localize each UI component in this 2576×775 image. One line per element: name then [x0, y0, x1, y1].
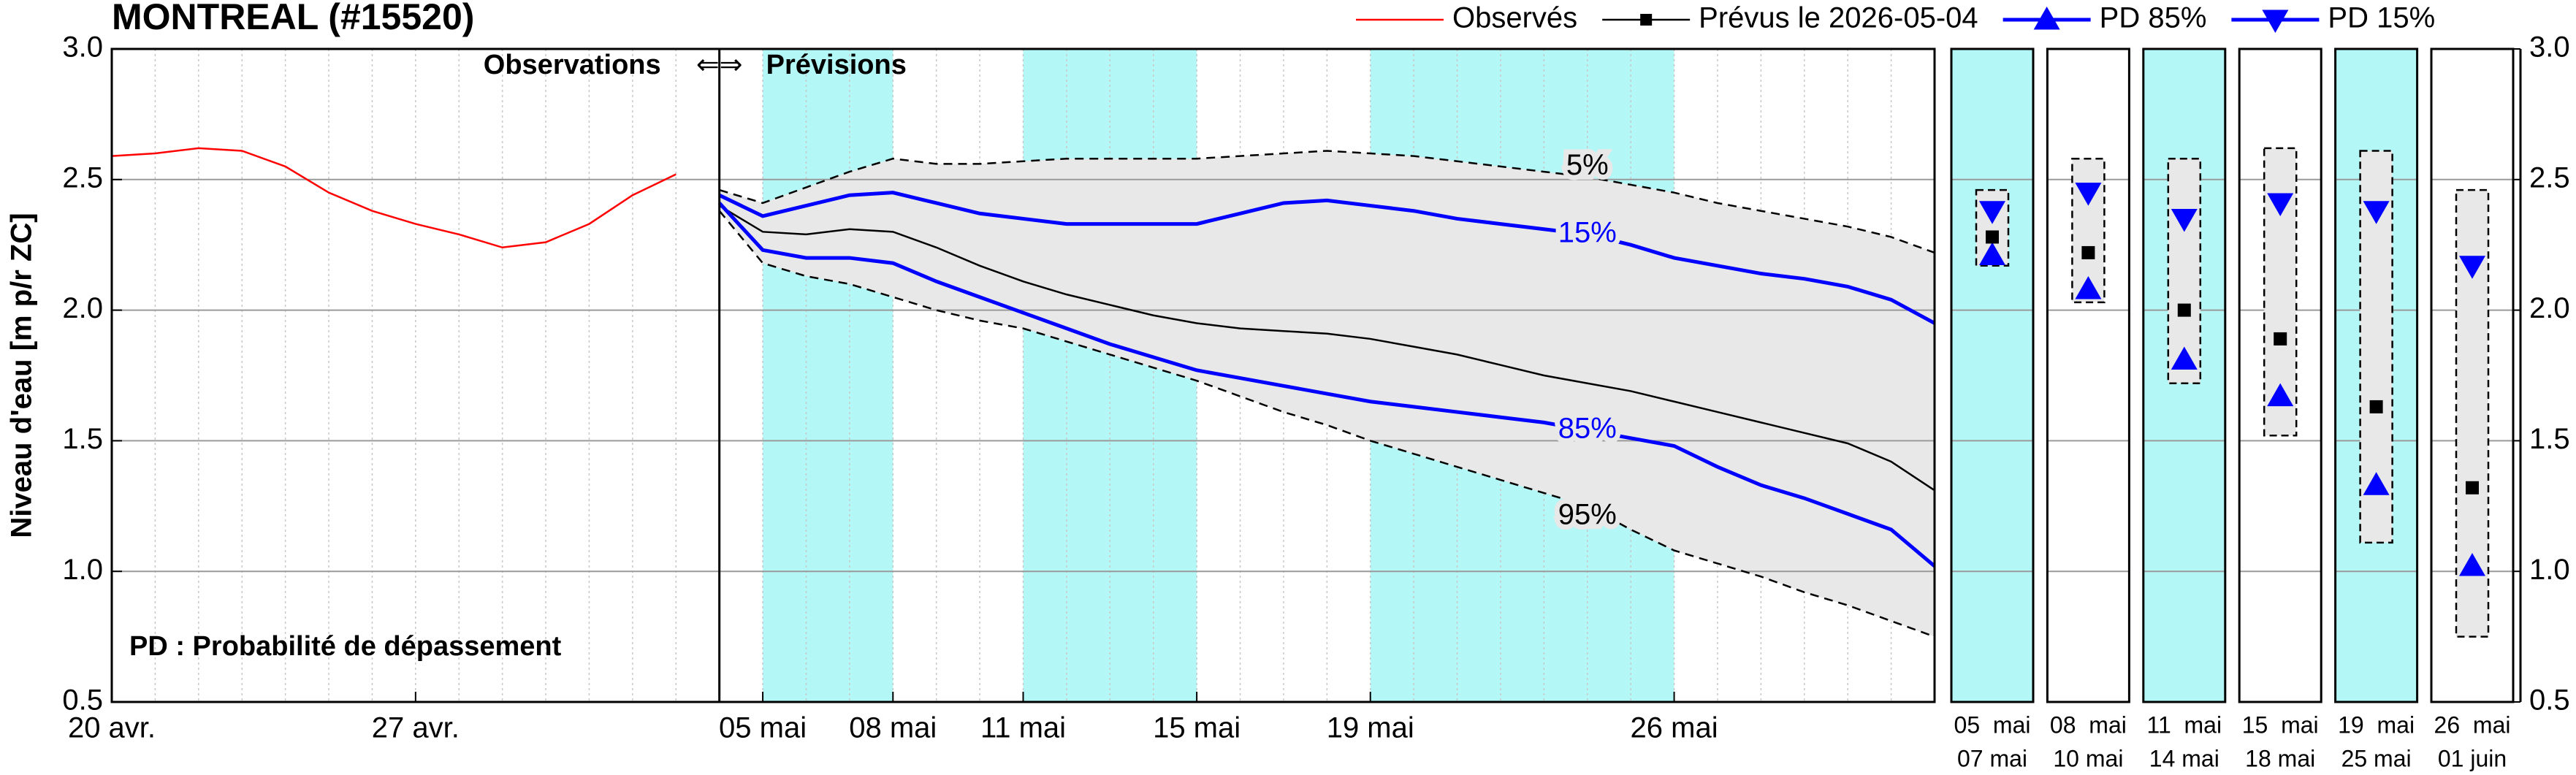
panel-label: 05 mai: [1954, 711, 2031, 738]
panel-background: [2047, 49, 2130, 702]
envelope-lower-line: [718, 210, 1935, 638]
forecast-label: Prévisions: [766, 50, 907, 80]
marker-triangle-up: [2171, 346, 2198, 370]
y2-tick-label: 2.0: [2529, 292, 2570, 324]
y2-tick-label: 3.0: [2529, 31, 2570, 64]
panel-label: 11 mai: [2147, 711, 2222, 738]
x-tick-label: 05 mai: [719, 712, 807, 744]
marker-square: [2177, 303, 2191, 317]
marker-triangle-up: [2267, 383, 2294, 407]
x-tick-label: 08 mai: [849, 712, 937, 744]
panel-frame: [2430, 47, 2515, 703]
observations-label: Observations: [484, 50, 661, 80]
marker-square: [2081, 245, 2095, 259]
y-tick-label: 0.5: [62, 684, 103, 717]
marker-square: [2369, 400, 2383, 413]
series-line: [718, 191, 1936, 325]
panel-frame: [2334, 47, 2419, 703]
panel-label: 10 mai: [2053, 745, 2123, 771]
marker-triangle-up: [2075, 275, 2102, 299]
panel-label: 18 mai: [2245, 745, 2315, 771]
y-tick-label: 2.0: [62, 292, 103, 324]
legend-label: Observés: [1452, 2, 1577, 34]
panel-label: 15 mai: [2242, 711, 2319, 738]
line-label: 95%: [1558, 498, 1617, 530]
marker-square: [2466, 481, 2479, 495]
marker-triangle-down: [2459, 256, 2485, 279]
envelope-upper-line: [719, 150, 1935, 254]
marker-triangle-down: [2262, 9, 2289, 33]
highlight-band: [763, 49, 893, 702]
series-line: [719, 205, 1935, 492]
marker-triangle-up: [2363, 472, 2390, 495]
arrows: ⇐⇒: [696, 50, 743, 80]
x-tick-label: 27 avr.: [372, 712, 460, 744]
panel-label: 19 mai: [2338, 711, 2415, 738]
marker-triangle-up: [2033, 7, 2060, 30]
marker-triangle-down: [2075, 183, 2102, 206]
note: PD : Probabilité de dépassement: [129, 631, 562, 662]
y2-tick-label: 1.5: [2529, 423, 2570, 455]
legend-label: PD 15%: [2328, 2, 2435, 34]
x-tick-label: 15 mai: [1153, 712, 1241, 744]
y-tick-label: 1.5: [62, 423, 103, 455]
marker-triangle-down: [2171, 208, 2198, 232]
panel-label: 26 mai: [2434, 711, 2511, 738]
panel-frame: [2046, 47, 2130, 703]
panel-frame: [2238, 47, 2322, 703]
plot-frame: [110, 47, 1936, 703]
marker-triangle-up: [2459, 553, 2485, 576]
y-tick-label: 2.5: [62, 161, 103, 194]
marker-square: [1640, 14, 1653, 26]
series-line: [717, 202, 1936, 568]
panel-frame: [2142, 47, 2227, 703]
panel-label: 08 mai: [2050, 711, 2127, 738]
y2-tick-label: 0.5: [2529, 684, 2570, 717]
x-tick-label: 20 avr.: [68, 712, 156, 744]
legend-label: Prévus le 2026-05-04: [1699, 2, 1978, 34]
line-label: 5%: [1566, 149, 1609, 181]
y-axis-label: Niveau d'eau [m p/r ZC]: [6, 213, 38, 538]
panel-label: 14 mai: [2149, 745, 2219, 771]
series-line: [111, 147, 677, 249]
panel-label: 25 mai: [2341, 745, 2412, 771]
panel-label: 07 mai: [1957, 745, 2027, 771]
y2-tick-label: 2.5: [2529, 161, 2570, 194]
line-label: 15%: [1558, 216, 1617, 248]
marker-square: [2274, 332, 2287, 345]
y-tick-label: 1.0: [62, 554, 103, 586]
marker-triangle-up: [1979, 242, 2005, 266]
marker-triangle-down: [1979, 201, 2005, 224]
marker-triangle-down: [2267, 193, 2294, 216]
marker-square: [1986, 230, 1999, 244]
panel-frame: [1950, 47, 2035, 703]
x-tick-label: 19 mai: [1327, 712, 1414, 744]
line-label: 85%: [1558, 413, 1617, 445]
y-tick-label: 3.0: [62, 31, 103, 64]
marker-triangle-down: [2363, 201, 2390, 224]
y2-tick-label: 1.0: [2529, 554, 2570, 586]
chart-title: MONTREAL (#15520): [112, 0, 474, 37]
legend-label: PD 85%: [2100, 2, 2207, 34]
panel-label: 01 juin: [2438, 745, 2507, 771]
panel-range: [2167, 157, 2202, 384]
x-tick-label: 11 mai: [980, 712, 1066, 744]
panel-background: [1951, 49, 2033, 702]
x-tick-label: 26 mai: [1631, 712, 1718, 744]
